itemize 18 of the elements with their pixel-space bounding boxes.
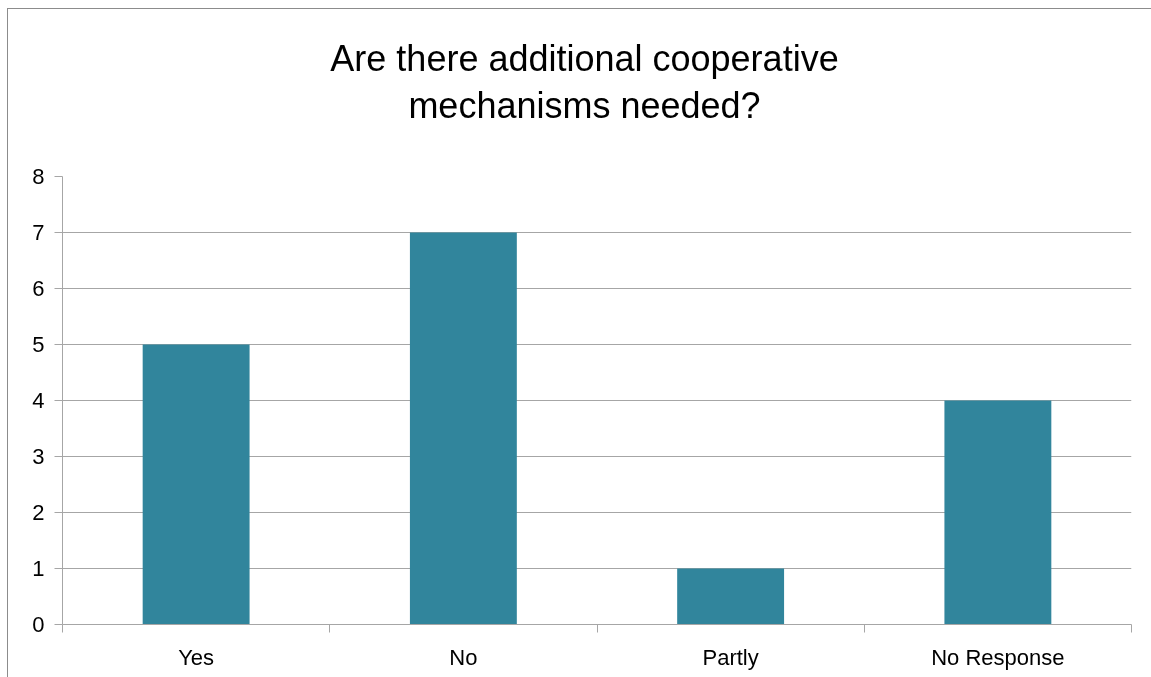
y-tick-label: 3 <box>32 444 45 469</box>
x-tick-label: No Response <box>931 644 1065 670</box>
bar <box>409 232 517 625</box>
bar <box>142 344 250 625</box>
x-tick-label: Partly <box>702 644 759 670</box>
chart-title: Are there additional cooperative mechanisms needed? <box>330 37 839 128</box>
y-tick-label: 8 <box>32 164 45 189</box>
bar <box>677 568 785 625</box>
bar <box>944 400 1052 625</box>
y-tick-label: 1 <box>32 556 45 581</box>
y-tick-label: 0 <box>32 612 45 637</box>
y-tick-label: 4 <box>32 388 45 413</box>
y-tick-label: 6 <box>32 276 45 301</box>
y-tick-label: 2 <box>32 500 45 525</box>
y-tick-label: 7 <box>32 220 45 245</box>
y-tick-label: 5 <box>32 332 45 357</box>
x-tick-label: No <box>449 644 478 670</box>
x-tick-label: Yes <box>178 644 215 670</box>
